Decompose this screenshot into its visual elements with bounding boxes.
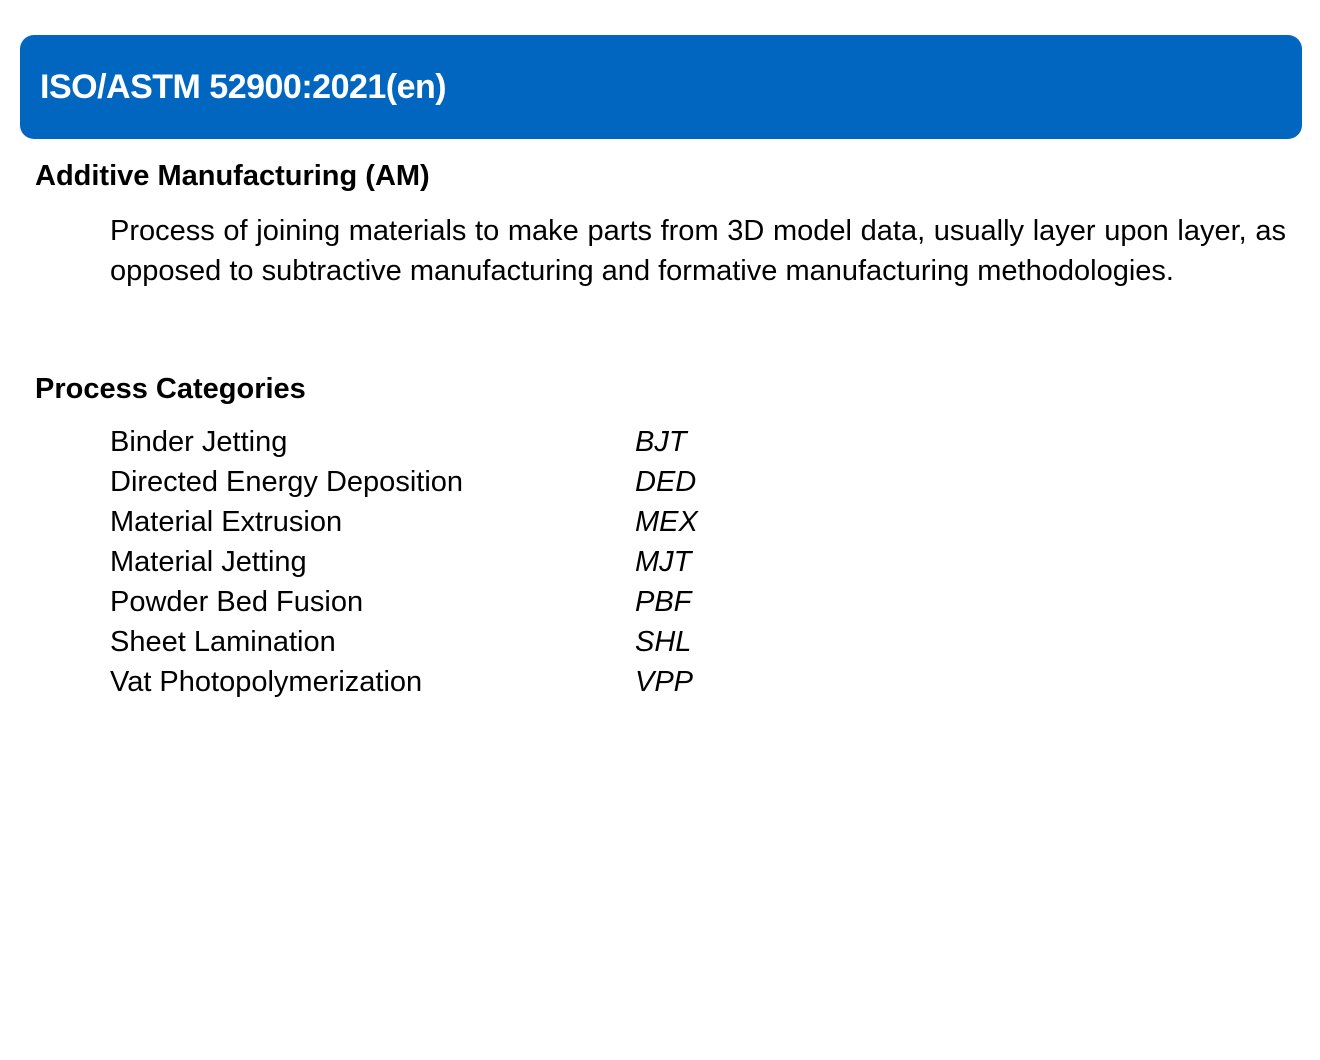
definition-text: Process of joining materials to make par… [110, 215, 1286, 287]
category-abbreviation: MEX [635, 506, 698, 538]
category-abbreviation: PBF [635, 586, 692, 618]
definition-heading: Additive Manufacturing (AM) [35, 160, 430, 192]
standard-title: ISO/ASTM 52900:2021(en) [40, 67, 447, 106]
category-row: Material Jetting MJT [110, 542, 810, 582]
category-abbreviation: BJT [635, 426, 687, 458]
process-categories-heading: Process Categories [35, 373, 306, 405]
process-categories-list: Binder Jetting BJT Directed Energy Depos… [110, 422, 810, 702]
category-abbreviation: DED [635, 466, 697, 498]
category-row: Sheet Lamination SHL [110, 622, 810, 662]
category-name: Material Jetting [110, 546, 307, 578]
category-name: Material Extrusion [110, 506, 343, 538]
category-row: Material Extrusion MEX [110, 502, 810, 542]
category-name: Directed Energy Deposition [110, 466, 464, 498]
category-row: Powder Bed Fusion PBF [110, 582, 810, 622]
category-row: Directed Energy Deposition DED [110, 462, 810, 502]
category-abbreviation: MJT [635, 546, 692, 578]
category-row: Vat Photopolymerization VPP [110, 662, 810, 702]
category-abbreviation: VPP [635, 666, 694, 698]
category-name: Sheet Lamination [110, 626, 336, 658]
category-row: Binder Jetting BJT [110, 422, 810, 462]
category-name: Powder Bed Fusion [110, 586, 364, 618]
standard-header-bar: ISO/ASTM 52900:2021(en) [20, 35, 1302, 139]
category-name: Binder Jetting [110, 426, 288, 458]
category-name: Vat Photopolymerization [110, 666, 423, 698]
category-abbreviation: SHL [635, 626, 692, 658]
